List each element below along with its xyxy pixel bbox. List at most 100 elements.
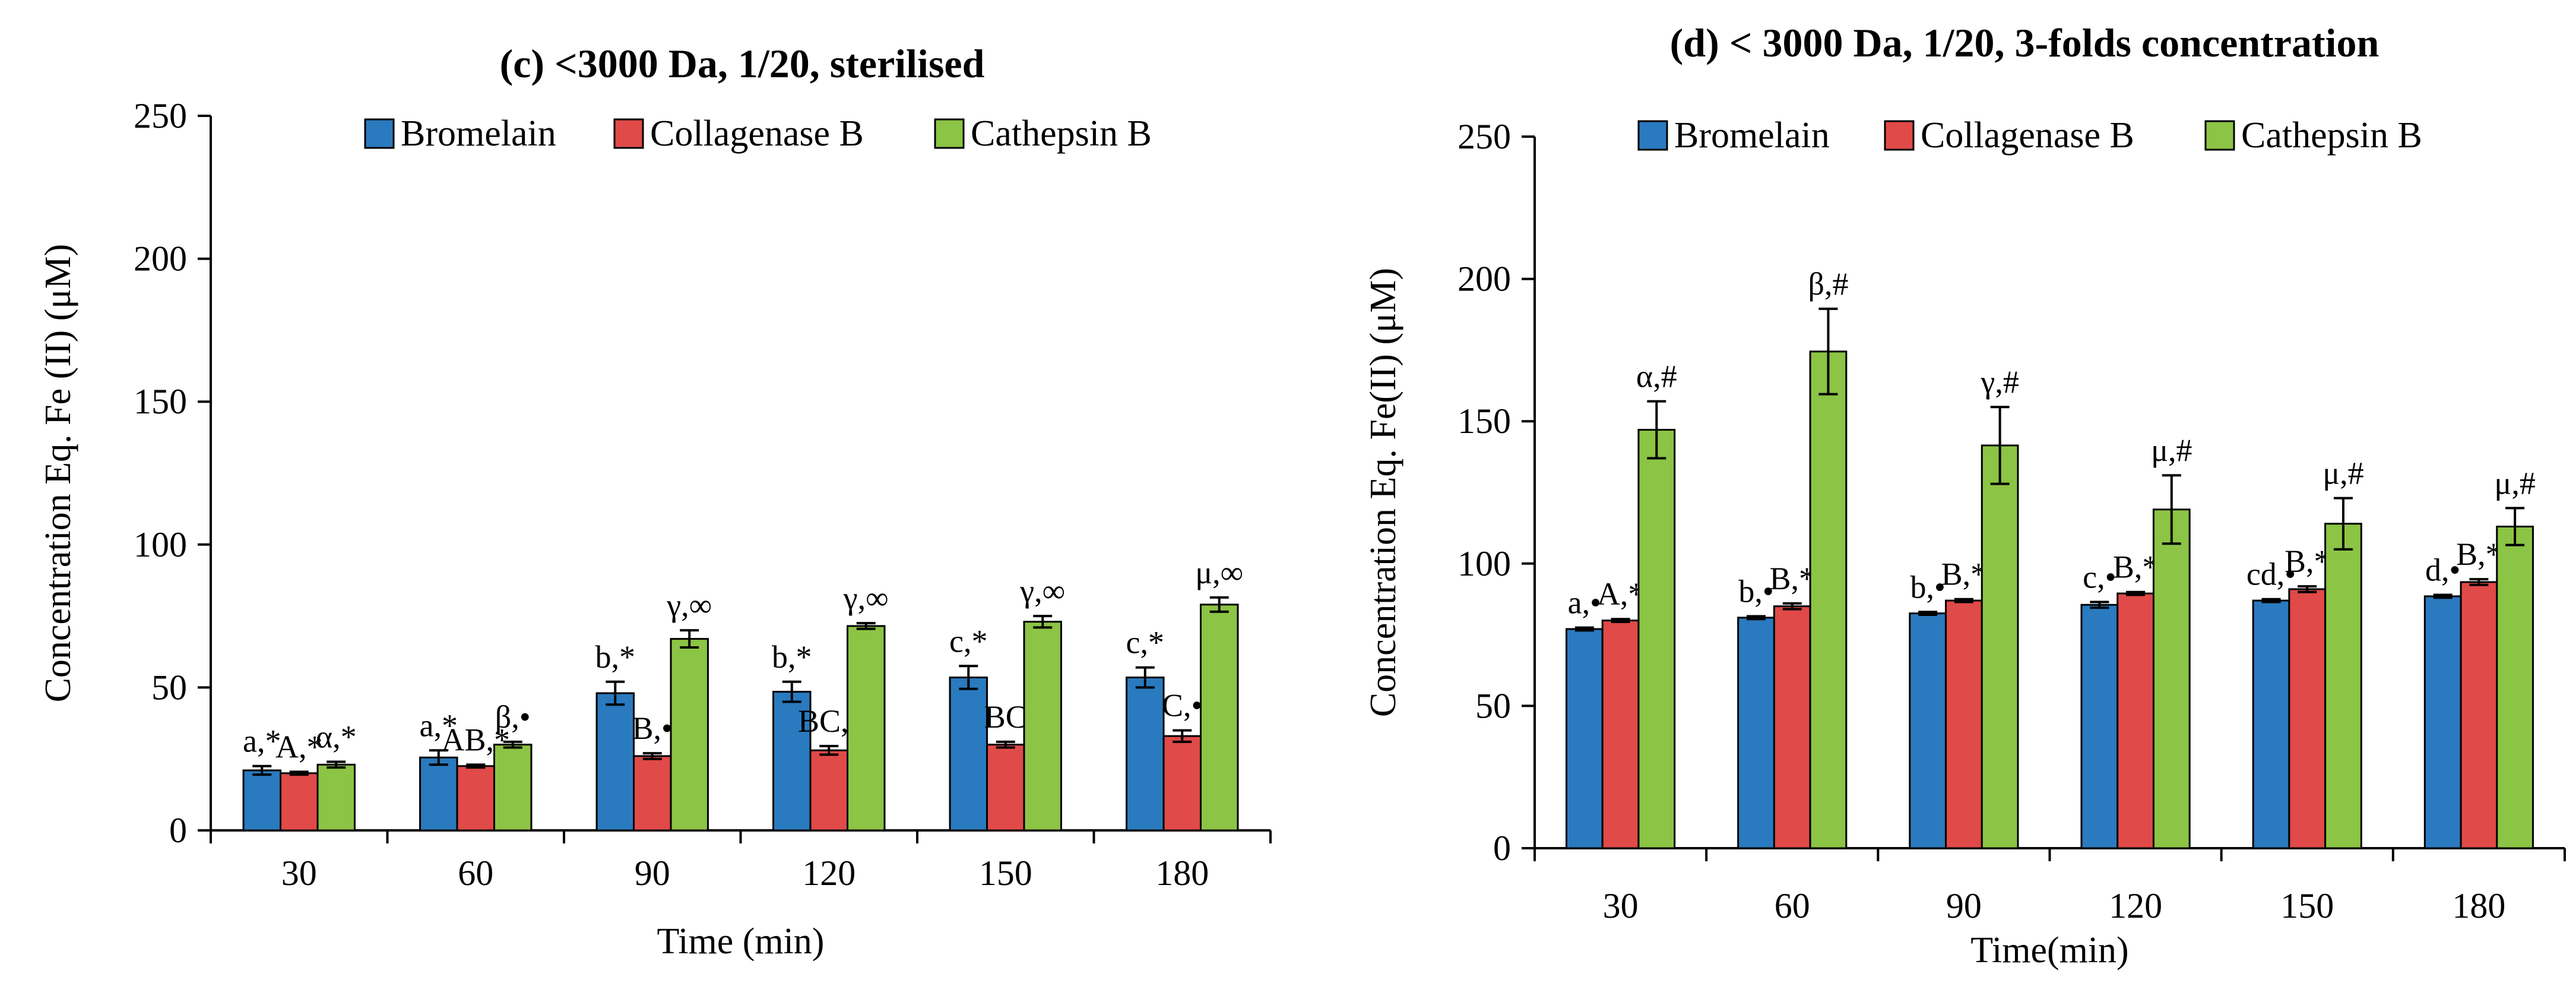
bar <box>1945 599 1983 849</box>
bar <box>493 744 533 832</box>
data-label: γ,∞ <box>1019 573 1065 609</box>
data-label: b,* <box>772 639 812 675</box>
bar <box>1809 350 1848 849</box>
bar <box>1637 429 1676 849</box>
x-tick-label: 90 <box>1946 886 1982 925</box>
y-tick-label: 250 <box>1457 117 1511 156</box>
bar <box>595 692 635 832</box>
bar <box>2080 603 2119 849</box>
data-label: β,# <box>1808 266 1848 302</box>
data-label: C,• <box>1162 688 1202 723</box>
data-label: c,* <box>1126 625 1164 661</box>
data-label: μ,# <box>2322 456 2363 491</box>
data-label: c,* <box>949 623 987 659</box>
y-tick-label: 250 <box>134 96 187 135</box>
chart-1: (d) < 3000 Da, 1/20, 3-folds concentrati… <box>1363 20 2566 971</box>
data-label: γ,∞ <box>666 587 712 623</box>
x-tick-label: 90 <box>635 854 670 893</box>
data-label: α,# <box>1636 359 1677 394</box>
bar <box>2460 581 2498 849</box>
bar <box>1601 620 1640 849</box>
bar <box>2496 526 2534 849</box>
bar <box>1981 444 2019 849</box>
y-axis-label: Concentration Eq. Fe(II) (μM) <box>1363 268 1403 717</box>
y-tick-label: 0 <box>1493 829 1511 868</box>
x-tick-label: 180 <box>2452 886 2505 925</box>
bar <box>2288 588 2327 849</box>
y-tick-label: 50 <box>151 668 187 707</box>
bar <box>846 625 886 832</box>
data-label: B,* <box>2113 549 2159 585</box>
chart-title: (c) <3000 Da, 1/20, sterilised <box>500 41 985 86</box>
y-tick-label: 200 <box>134 239 187 279</box>
legend-entry: Cathepsin B <box>971 113 1152 154</box>
legend-swatch <box>2204 120 2235 151</box>
data-label: a,• <box>1568 585 1601 621</box>
bar <box>633 755 672 832</box>
y-tick-label: 100 <box>1457 544 1511 583</box>
legend-entry: Collagenase B <box>1921 115 2134 156</box>
data-label: γ,# <box>1980 364 2019 400</box>
data-label: A,* <box>1597 576 1645 612</box>
x-axis-label: Time (min) <box>657 921 825 962</box>
bar <box>1773 605 1811 849</box>
y-tick-label: 150 <box>134 382 187 421</box>
data-label: μ,# <box>2494 465 2535 501</box>
data-label: b,• <box>1910 569 1945 605</box>
x-tick-label: 30 <box>1603 886 1639 925</box>
y-tick-label: 150 <box>1457 402 1511 441</box>
data-label: a,* <box>243 723 281 759</box>
legend-entry: Bromelain <box>1674 115 1830 156</box>
bar <box>2423 595 2462 849</box>
y-axis-label: Concentration Eq. Fe (II) (μM) <box>38 244 78 703</box>
chart-title: (d) < 3000 Da, 1/20, 3-folds concentrati… <box>1670 20 2379 65</box>
data-label: μ,∞ <box>1195 555 1243 590</box>
data-label: B,* <box>1769 561 1815 596</box>
legend-entry: Cathepsin B <box>2241 115 2422 156</box>
x-tick-label: 150 <box>2280 886 2334 925</box>
data-label: a,* <box>420 707 458 743</box>
data-label: β,• <box>495 699 531 735</box>
bar <box>2252 599 2290 849</box>
bar <box>1199 603 1239 832</box>
data-label: μ,# <box>2151 432 2192 468</box>
data-label: cd,• <box>2247 557 2296 592</box>
legend-entry: Collagenase B <box>650 113 864 154</box>
bar <box>1737 617 1775 849</box>
bar <box>1565 628 1604 849</box>
legend-swatch <box>364 118 395 149</box>
x-tick-label: 120 <box>2109 886 2162 925</box>
bar <box>986 744 1025 832</box>
bar <box>1162 735 1202 832</box>
y-tick-label: 50 <box>1475 686 1511 725</box>
bar <box>809 749 848 832</box>
bar <box>2324 523 2362 849</box>
bar <box>1909 612 1947 849</box>
data-label: A,* <box>275 729 323 764</box>
y-tick-label: 0 <box>169 811 187 850</box>
data-label: γ,∞ <box>843 580 889 616</box>
x-tick-label: 30 <box>281 854 317 893</box>
data-label: d,• <box>2425 552 2460 588</box>
data-label: B,* <box>2285 543 2330 579</box>
data-label: B,* <box>1941 557 1987 592</box>
bar <box>419 756 458 832</box>
bar <box>2152 508 2191 849</box>
data-label: c,• <box>2083 559 2116 595</box>
bar <box>1023 621 1062 832</box>
legend-entry: Bromelain <box>401 113 556 154</box>
bar <box>316 763 356 832</box>
legend-swatch <box>934 118 965 149</box>
legend-swatch <box>1884 120 1915 151</box>
x-tick-label: 150 <box>979 854 1032 893</box>
x-tick-label: 60 <box>1775 886 1810 925</box>
data-label: B,* <box>2456 536 2502 572</box>
x-tick-label: 180 <box>1155 854 1209 893</box>
bar <box>2116 592 2154 849</box>
data-label: b,* <box>595 639 636 675</box>
x-tick-label: 60 <box>458 854 493 893</box>
y-tick-label: 200 <box>1457 260 1511 299</box>
y-tick-label: 100 <box>134 525 187 564</box>
